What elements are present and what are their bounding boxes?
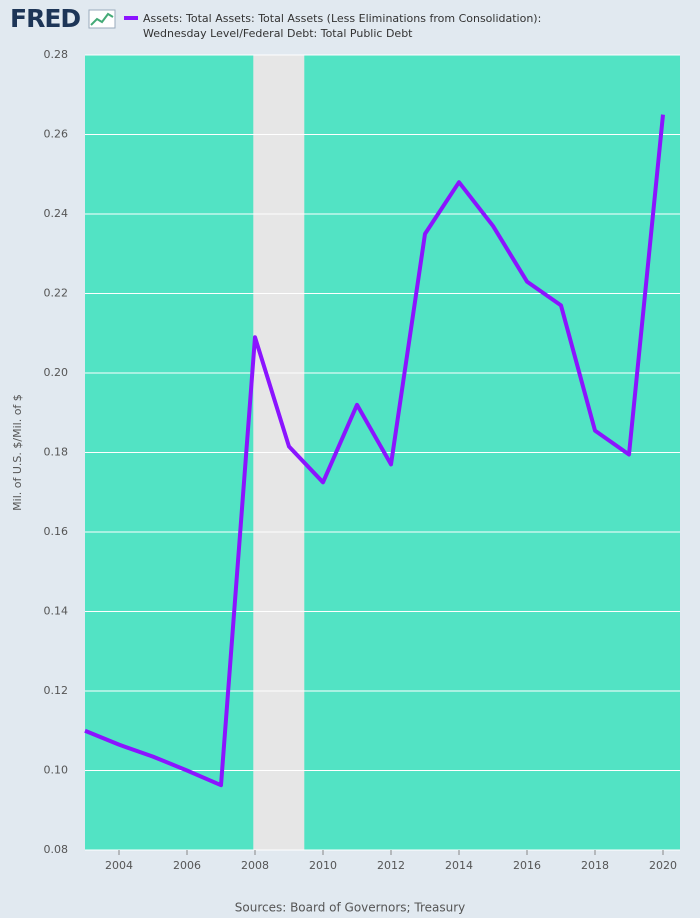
y-tick-label: 0.08 bbox=[44, 843, 69, 856]
x-tick-label: 2014 bbox=[445, 859, 473, 872]
source: Sources: Board of Governors; Treasury bbox=[235, 901, 466, 915]
y-tick-label: 0.12 bbox=[44, 684, 69, 697]
legend-swatch bbox=[124, 16, 138, 20]
y-tick-label: 0.14 bbox=[44, 605, 69, 618]
y-tick-label: 0.24 bbox=[44, 207, 69, 220]
y-tick-label: 0.26 bbox=[44, 128, 69, 141]
y-axis-label: Mil. of U.S. $/Mil. of $ bbox=[11, 394, 24, 511]
x-tick-label: 2020 bbox=[649, 859, 677, 872]
x-tick-label: 2004 bbox=[105, 859, 133, 872]
x-tick-label: 2016 bbox=[513, 859, 541, 872]
y-tick-label: 0.20 bbox=[44, 366, 69, 379]
x-tick-label: 2008 bbox=[241, 859, 269, 872]
logo: FRED bbox=[10, 4, 81, 33]
x-tick-label: 2018 bbox=[581, 859, 609, 872]
y-tick-label: 0.22 bbox=[44, 287, 69, 300]
x-tick-label: 2012 bbox=[377, 859, 405, 872]
logo-icon bbox=[88, 9, 116, 29]
y-tick-label: 0.10 bbox=[44, 764, 69, 777]
legend-label: Assets: Total Assets: Total Assets (Less… bbox=[143, 12, 542, 40]
y-tick-label: 0.28 bbox=[44, 48, 69, 61]
series-line bbox=[84, 114, 665, 788]
x-tick-label: 2006 bbox=[173, 859, 201, 872]
y-tick-label: 0.16 bbox=[44, 525, 69, 538]
y-tick-label: 0.18 bbox=[44, 446, 69, 459]
x-tick-label: 2010 bbox=[309, 859, 337, 872]
